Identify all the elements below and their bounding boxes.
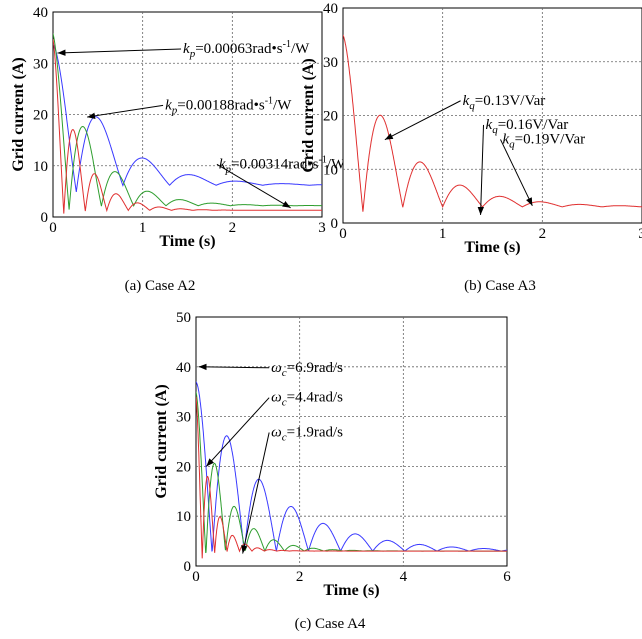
series-line-2 <box>53 39 322 214</box>
series-line-0 <box>196 381 507 552</box>
annotation-arrow <box>198 363 270 371</box>
annotation-label: ωc=4.4rad/s <box>271 390 343 409</box>
x-tick-label: 4 <box>400 569 408 585</box>
x-axis-label: Time (s) <box>464 239 520 256</box>
series-line-0 <box>53 43 322 192</box>
y-tick-label: 40 <box>33 5 48 21</box>
y-tick-label: 0 <box>184 559 192 575</box>
y-tick-label: 0 <box>41 210 49 226</box>
caption-case-a2: (a) Case A2 <box>125 278 196 294</box>
series-line-2 <box>196 396 507 559</box>
chart-case-a4: 0 2 4 6 0 10 20 30 40 50 Time (s) Grid current (A) ω… <box>153 310 511 599</box>
series-line-1 <box>53 33 322 210</box>
y-tick-label: 20 <box>176 459 191 475</box>
y-tick-label: 10 <box>33 159 48 175</box>
x-tick-label: 0 <box>339 226 347 242</box>
annotation-label: ωc=6.9rad/s <box>271 360 343 379</box>
y-tick-label: 10 <box>176 509 191 525</box>
x-axis-label: Time (s) <box>323 582 379 599</box>
x-tick-label: 2 <box>539 226 547 242</box>
y-tick-label: 40 <box>176 360 191 376</box>
y-axis-label: Grid current (A) <box>300 58 317 172</box>
annotation-arrow <box>384 100 461 141</box>
x-tick-label: 0 <box>49 220 57 236</box>
y-tick-label: 40 <box>323 1 338 17</box>
annotation-arrow <box>477 124 485 215</box>
x-tick-label: 1 <box>139 220 147 236</box>
annotation-arrow <box>86 104 164 120</box>
annotation-label: kq=0.19V/Var <box>502 131 585 150</box>
x-tick-label: 3 <box>318 220 326 236</box>
y-axis-label: Grid current (A) <box>153 384 170 498</box>
annotation-label: kp=0.00063rad•s-1/W <box>183 39 310 60</box>
annotation-label: kq=0.16V/Var <box>486 117 569 136</box>
y-tick-label: 30 <box>323 55 338 71</box>
x-tick-label: 2 <box>296 569 304 585</box>
x-tick-label: 3 <box>638 226 642 242</box>
annotation-label: ωc=1.9rad/s <box>271 425 343 444</box>
annotation-label: kq=0.13V/Var <box>463 93 546 112</box>
plot-frame <box>195 316 508 567</box>
y-tick-label: 20 <box>323 109 338 125</box>
annotation-label: kp=0.00314rad•s-1/W <box>219 154 346 175</box>
x-tick-label: 2 <box>229 220 237 236</box>
annotation-arrow <box>216 163 291 209</box>
y-tick-label: 30 <box>176 410 191 426</box>
series-line-0 <box>343 34 642 212</box>
annotation-arrow <box>241 432 270 554</box>
x-tick-label: 1 <box>439 226 447 242</box>
x-axis-label: Time (s) <box>159 233 215 250</box>
y-tick-label: 50 <box>176 310 191 326</box>
y-tick-label: 0 <box>331 216 339 232</box>
y-axis-label: Grid current (A) <box>10 57 27 171</box>
y-tick-label: 20 <box>33 108 48 124</box>
annotation-arrow <box>57 48 182 56</box>
annotation-arrow <box>500 139 533 207</box>
annotation-label: kp=0.00188rad•s-1/W <box>165 95 292 116</box>
y-tick-label: 30 <box>33 56 48 72</box>
annotation-arrow <box>205 397 270 467</box>
y-tick-label: 10 <box>323 162 338 178</box>
caption-case-a4: (c) Case A4 <box>295 616 366 632</box>
caption-case-a3: (b) Case A3 <box>464 278 536 294</box>
x-tick-label: 0 <box>192 569 200 585</box>
x-tick-label: 6 <box>503 569 511 585</box>
